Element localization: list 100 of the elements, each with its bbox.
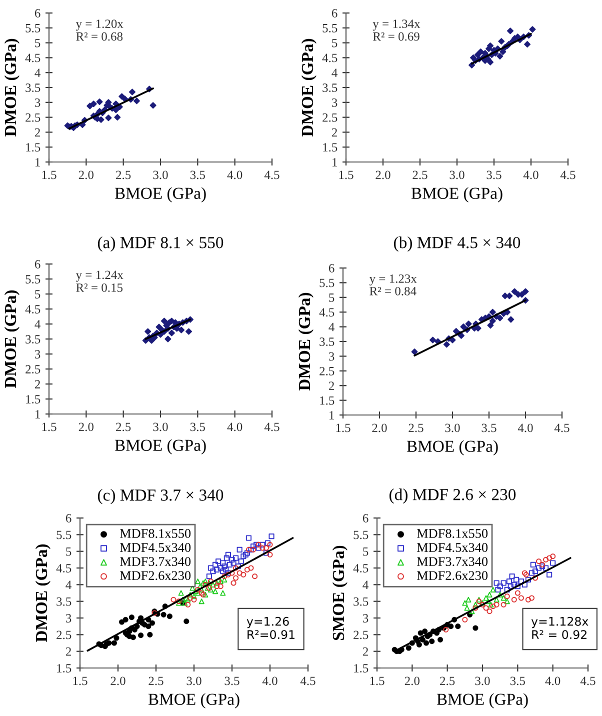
- x-tick-label: 3.5: [224, 676, 240, 686]
- x-tick-label: 1.5: [339, 170, 354, 180]
- x-axis-title: BMOE (GPa): [406, 440, 498, 456]
- legend-label: MDF8.1x550: [120, 529, 191, 538]
- y-tick-label: 3.5: [26, 335, 40, 344]
- y-tick-label: 2.5: [354, 630, 368, 640]
- x-tick-label: 3.5: [486, 170, 502, 180]
- x-tick-label: 4.5: [560, 170, 576, 180]
- y-tick-label: 2.5: [322, 113, 338, 122]
- y-tick-label: 5: [66, 547, 72, 556]
- y-tick-label: 5: [35, 38, 40, 48]
- y-axis-title: DMOE (GPa): [4, 290, 20, 388]
- y-tick-label: 3.5: [56, 597, 72, 606]
- y-tick-label: 4.5: [319, 308, 334, 317]
- y-tick-label: 5.5: [26, 24, 40, 32]
- x-tick-label: 3.0: [186, 676, 202, 686]
- legend-label: MDF2.6x230: [416, 571, 488, 580]
- annotation: R²=0.91: [248, 630, 294, 640]
- annotation: y = 1.23x: [369, 274, 417, 286]
- y-tick-label: 1.5: [320, 396, 334, 405]
- y-tick-label: 2.5: [26, 365, 40, 374]
- text: (d) MDF 2.6 × 230: [390, 488, 516, 504]
- x-tick-label: 3.0: [445, 424, 460, 432]
- x-tick-label: 2.5: [116, 422, 131, 432]
- y-axis-title: DMOE (GPa): [35, 544, 50, 642]
- x-tick-label: 4.5: [580, 676, 596, 686]
- annotation: y=1.128x: [531, 616, 588, 628]
- x-tick-label: 1.5: [370, 676, 384, 686]
- y-tick-label: 2.5: [320, 366, 334, 376]
- y-tick-label: 4.5: [353, 564, 368, 573]
- x-tick-label: 2.0: [376, 170, 390, 180]
- y-tick-label: 4.5: [56, 564, 72, 573]
- y-tick-label: 1.5: [26, 143, 40, 152]
- y-tick-label: 5.5: [26, 275, 40, 284]
- y-tick-label: 3.5: [322, 84, 338, 92]
- y-tick-label: 6: [66, 514, 72, 522]
- y-tick-label: 1: [332, 158, 337, 166]
- y-tick-label: 3: [66, 614, 72, 622]
- y-tick-label: 3: [35, 350, 40, 358]
- y-tick-label: 4.5: [25, 54, 40, 62]
- annotation: R² = 0.15: [76, 283, 123, 292]
- y-tick-label: 5: [332, 38, 338, 48]
- x-tick-label: 3.0: [153, 422, 168, 432]
- y-tick-label: 6: [328, 264, 334, 272]
- y-tick-label: 2: [34, 380, 40, 388]
- x-tick-label: 4.0: [523, 170, 538, 180]
- y-tick-label: 2: [332, 128, 337, 137]
- x-tick-label: 3.5: [482, 424, 496, 432]
- y-tick-label: 5: [329, 294, 334, 302]
- y-tick-label: 1.5: [323, 143, 338, 152]
- x-axis-title: BMOE (GPa): [114, 439, 206, 454]
- x-axis-title: BMOE (GPa): [148, 693, 240, 708]
- legend-label: MDF4.5x340: [416, 543, 488, 552]
- x-tick-label: 2.0: [78, 422, 94, 432]
- y-tick-label: 1: [36, 410, 40, 418]
- x-tick-label: 3.5: [190, 422, 205, 432]
- y-tick-label: 2: [362, 647, 368, 656]
- y-tick-label: 4: [66, 580, 72, 590]
- x-tick-label: 4.0: [262, 676, 278, 686]
- y-tick-label: 1: [36, 158, 40, 166]
- y-tick-label: 3: [35, 98, 40, 107]
- y-tick-label: 3: [363, 614, 368, 622]
- y-tick-label: 6: [332, 9, 338, 18]
- x-tick-label: 1.5: [73, 676, 88, 686]
- x-tick-label: 2.5: [116, 170, 131, 180]
- x-tick-label: 4.0: [227, 422, 242, 432]
- text: (b) MDF 4.5 × 340: [394, 236, 520, 252]
- y-tick-label: 2: [34, 128, 40, 137]
- y-tick-label: 3.5: [26, 84, 40, 92]
- annotation: R² = 0.69: [373, 32, 420, 41]
- y-tick-label: 1.5: [57, 664, 72, 673]
- annotation: R² = 0.84: [370, 286, 416, 296]
- annotation: y = 1.20x: [76, 20, 124, 31]
- x-tick-label: 3.0: [450, 170, 464, 180]
- y-tick-label: 4: [328, 322, 334, 332]
- x-tick-label: 2.5: [412, 170, 428, 180]
- x-tick-label: 4.0: [227, 170, 242, 180]
- annotation: y = 1.24x: [76, 270, 124, 282]
- x-tick-label: 2.0: [404, 676, 420, 686]
- x-tick-label: 3.5: [190, 170, 205, 180]
- y-tick-label: 3: [332, 98, 338, 107]
- y-tick-label: 4.5: [25, 305, 40, 314]
- y-tick-label: 3.5: [320, 338, 334, 346]
- x-tick-label: 2.0: [372, 424, 387, 432]
- x-tick-label: 1.5: [42, 422, 56, 432]
- x-axis-title: BMOE (GPa): [411, 187, 502, 202]
- y-tick-label: 4: [332, 68, 338, 77]
- y-axis-title: SMOE (GPa): [332, 546, 348, 640]
- y-tick-label: 6: [362, 514, 368, 522]
- legend-label: MDF3.7x340: [416, 557, 488, 566]
- y-tick-label: 4.5: [322, 54, 338, 62]
- x-tick-label: 2.5: [148, 676, 164, 686]
- y-tick-label: 4: [362, 580, 368, 590]
- y-axis-title: DMOE (GPa): [301, 38, 316, 136]
- legend-label: MDF4.5x340: [120, 543, 191, 552]
- y-tick-label: 2: [66, 647, 71, 656]
- legend-label: MDF2.6x230: [120, 571, 191, 580]
- y-tick-label: 2.5: [56, 630, 72, 640]
- annotation: R² = 0.68: [76, 32, 123, 41]
- y-tick-label: 1.5: [26, 395, 40, 404]
